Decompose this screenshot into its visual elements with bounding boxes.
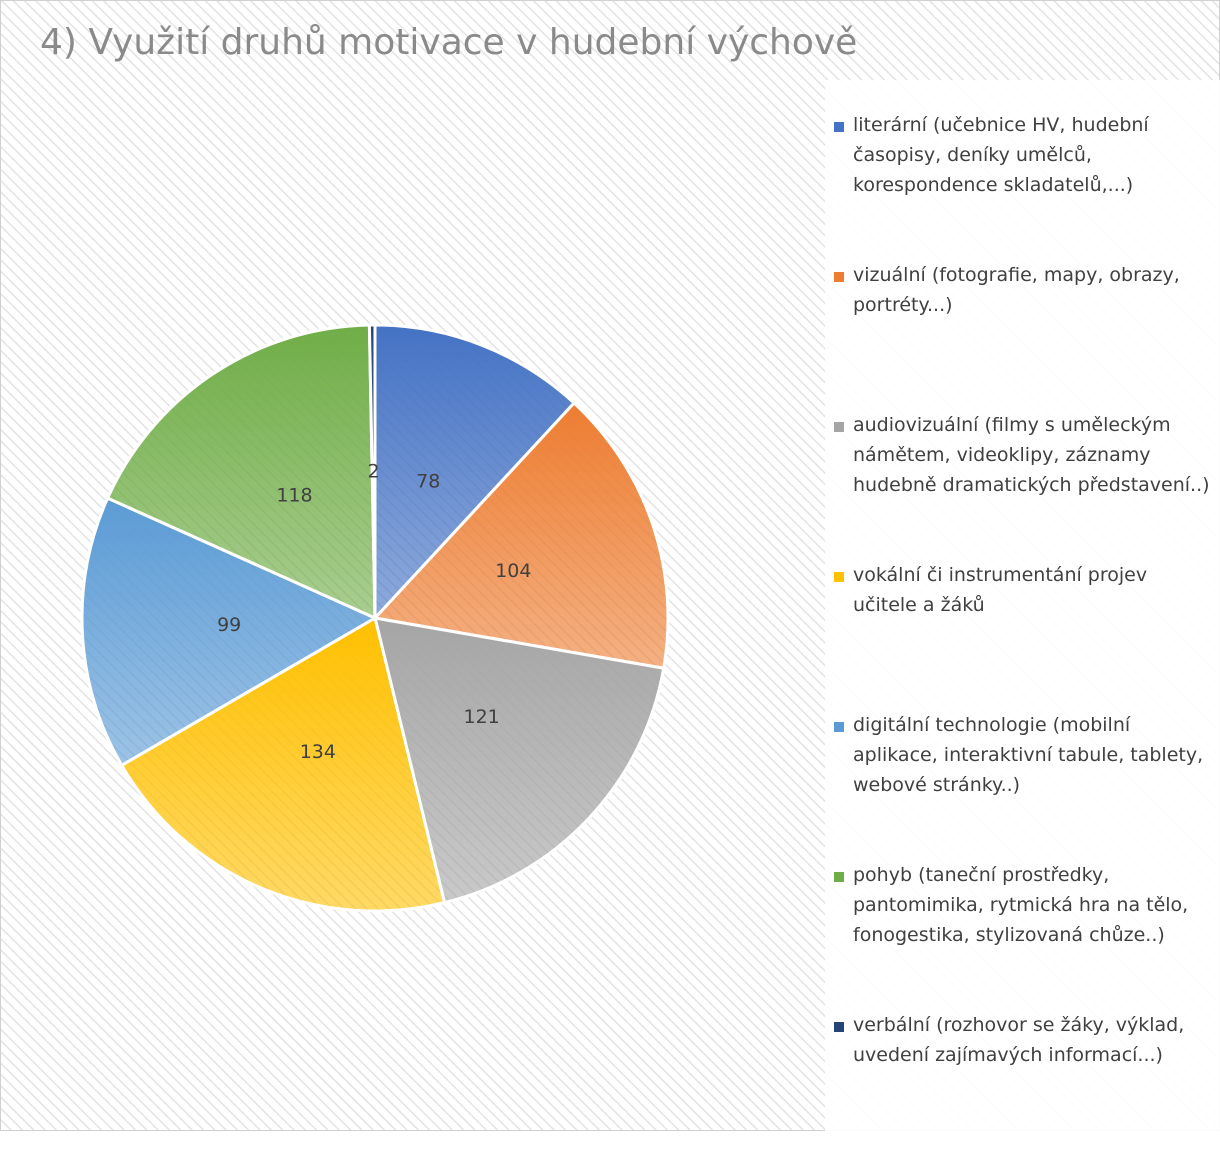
data-label: 118: [276, 485, 312, 507]
legend-label: literární (učebnice HV, hudební časopisy…: [853, 114, 1149, 196]
legend-label: verbální (rozhovor se žáky, výklad, uved…: [853, 1014, 1185, 1066]
legend-label: vizuální (fotografie, mapy, obrazy, port…: [853, 264, 1180, 316]
legend-swatch: [834, 422, 844, 432]
data-label: 104: [495, 560, 531, 582]
legend-swatch: [834, 122, 844, 132]
legend-entry: literární (učebnice HV, hudební časopisy…: [828, 110, 1218, 260]
legend-entry: verbální (rozhovor se žáky, výklad, uved…: [828, 1010, 1218, 1160]
legend-label: digitální technologie (mobilní aplikace,…: [853, 714, 1204, 796]
legend-swatch: [834, 1022, 844, 1032]
legend-swatch: [834, 722, 844, 732]
pie-slice: [367, 323, 377, 619]
data-label: 134: [300, 741, 336, 763]
legend-entry: digitální technologie (mobilní aplikace,…: [828, 710, 1218, 860]
legend-swatch: [834, 872, 844, 882]
legend-background: [825, 80, 1220, 1131]
legend-entry: vizuální (fotografie, mapy, obrazy, port…: [828, 260, 1218, 410]
data-label: 78: [416, 471, 440, 493]
legend-label: pohyb (taneční prostředky, pantomimika, …: [853, 864, 1189, 946]
chart-title: 4) Využití druhů motivace v hudební vých…: [40, 22, 857, 63]
legend-entry: audiovizuální (filmy s uměleckým námětem…: [828, 410, 1218, 560]
data-label: 99: [217, 614, 241, 636]
legend-label: vokální či instrumentání projev učitele …: [853, 564, 1148, 616]
pie-slice: [372, 400, 670, 671]
pie-slice: [373, 323, 577, 622]
legend-swatch: [834, 572, 844, 582]
legend-label: audiovizuální (filmy s uměleckým námětem…: [853, 414, 1210, 496]
data-label: 2: [368, 461, 380, 483]
legend-swatch: [834, 272, 844, 282]
pie-slice: [105, 323, 377, 621]
pie-slice: [119, 615, 447, 913]
pie-slice: [80, 496, 379, 768]
legend-entry: vokální či instrumentání projev učitele …: [828, 560, 1218, 710]
legend-entry: pohyb (taneční prostředky, pantomimika, …: [828, 860, 1218, 1010]
legend: literární (učebnice HV, hudební časopisy…: [828, 110, 1218, 1160]
chart-area: 4) Využití druhů motivace v hudební vých…: [0, 0, 1220, 1131]
chart: 4) Využití druhů motivace v hudební vých…: [0, 0, 1220, 1131]
data-label: 121: [464, 706, 500, 728]
pie-slice: [372, 616, 666, 905]
